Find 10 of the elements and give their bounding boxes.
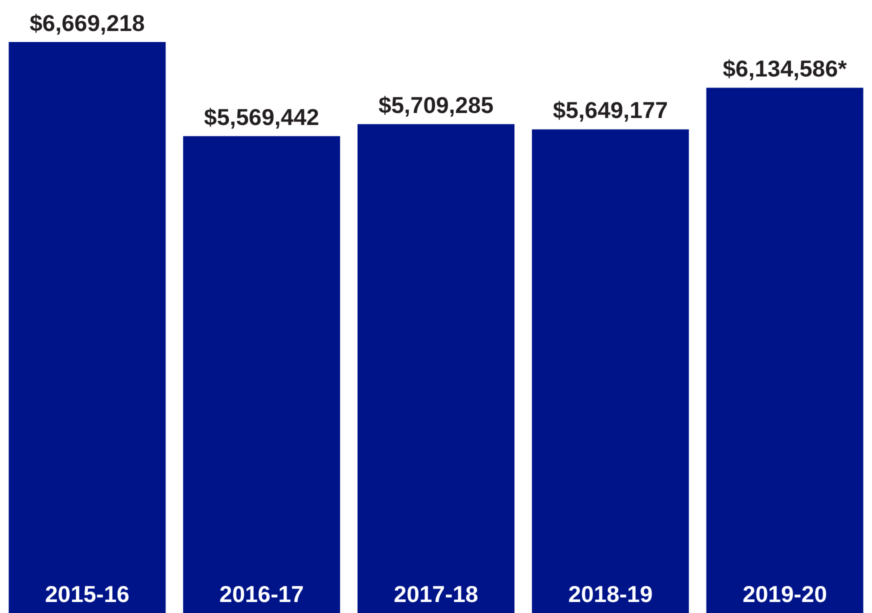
data-label: $6,134,586*	[722, 56, 847, 82]
data-label: $5,649,177	[552, 97, 668, 124]
data-label: $6,669,218	[30, 10, 145, 36]
x-tick-label: 2019-20	[742, 580, 828, 607]
x-tick-label: 2017-18	[394, 580, 478, 607]
x-tick-label: 2016-17	[219, 580, 304, 607]
data-label: $5,709,285	[378, 92, 494, 118]
data-label: $5,569,442	[204, 104, 320, 130]
x-tick-label: 2018-19	[568, 580, 653, 607]
x-tick-label: 2015-16	[44, 580, 130, 607]
